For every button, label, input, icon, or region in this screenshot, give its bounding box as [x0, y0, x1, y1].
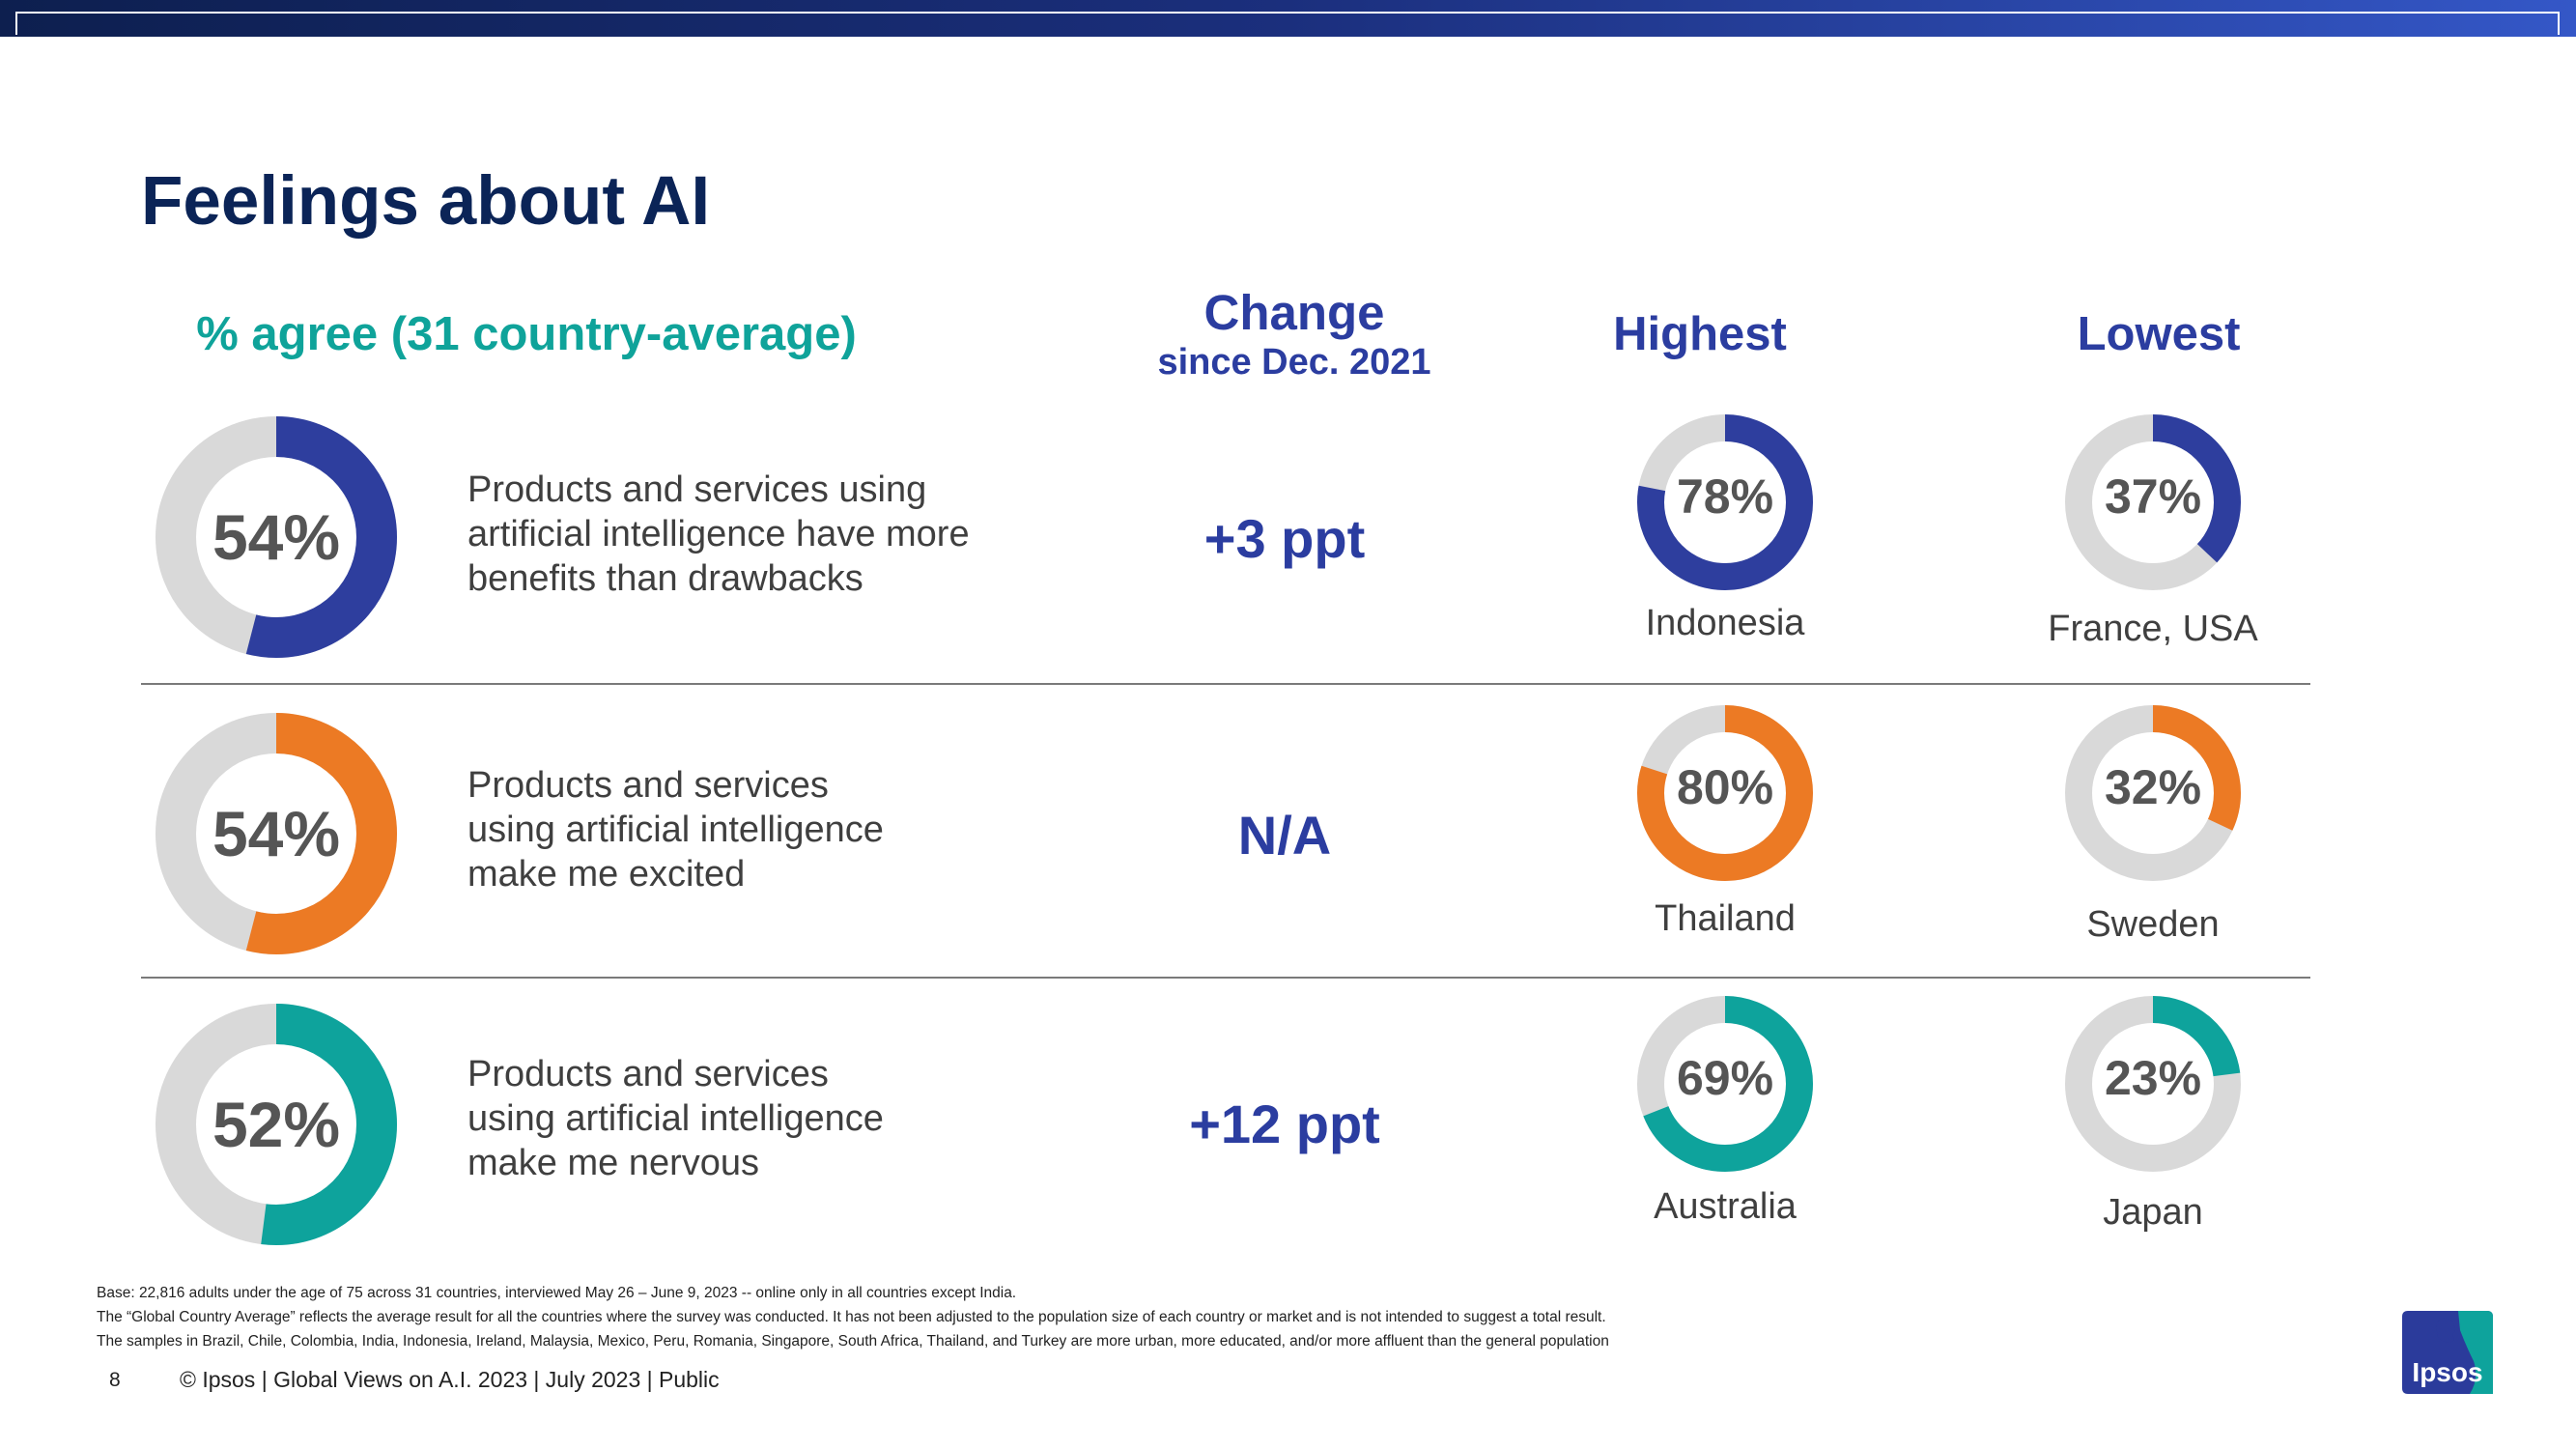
statement-line: Products and services: [467, 1054, 829, 1094]
donut-value-arc: [2065, 996, 2241, 1172]
logo-text: Ipsos: [2412, 1357, 2483, 1387]
change-value: +12 ppt: [1189, 1094, 1380, 1154]
statement-line: Products and services using: [467, 469, 927, 510]
row-divider: [141, 977, 2310, 979]
statement-line: benefits than drawbacks: [467, 558, 863, 599]
statement-line: Products and services: [467, 765, 829, 806]
average-donut: [156, 416, 397, 658]
header-highest: Highest: [1613, 308, 1787, 360]
change-value: +3 ppt: [1203, 508, 1366, 569]
average-value-label: 52%: [212, 1089, 341, 1160]
highest-donut: [1637, 705, 1813, 881]
donut-value-arc: [2065, 414, 2241, 590]
donut-value-arc: [1637, 996, 1813, 1172]
footnote-samples: The samples in Brazil, Chile, Colombia, …: [97, 1333, 1609, 1350]
statement-line: make me nervous: [467, 1143, 760, 1183]
donut-value-arc: [156, 713, 397, 954]
highest-donut: [1637, 414, 1813, 590]
average-donut: [156, 1004, 397, 1245]
highest-country: Thailand: [1655, 898, 1796, 939]
page-title: Feelings about AI: [141, 163, 711, 240]
statement-line: make me excited: [467, 854, 746, 895]
page-number: 8: [109, 1369, 121, 1391]
lowest-country: Sweden: [2086, 904, 2220, 945]
statement-line: using artificial intelligence: [467, 1098, 884, 1139]
top-banner: [0, 0, 2576, 37]
statement-text: Products and services using artificial i…: [467, 763, 1066, 896]
lowest-donut: [2065, 996, 2241, 1172]
header-agree: % agree (31 country-average): [196, 308, 857, 360]
logo-shape: [2402, 1311, 2493, 1394]
copyright-text: © Ipsos | Global Views on A.I. 2023 | Ju…: [180, 1367, 720, 1392]
statement-text: Products and services using artificial i…: [467, 1052, 1066, 1185]
header-change: Change: [1203, 285, 1385, 340]
footnote-base: Base: 22,816 adults under the age of 75 …: [97, 1285, 1017, 1301]
ipsos-logo: Ipsos: [2402, 1311, 2493, 1394]
header-lowest: Lowest: [2077, 308, 2241, 360]
lowest-value-label: 32%: [2104, 760, 2202, 814]
donut-value-arc: [2065, 705, 2241, 881]
average-value-label: 54%: [212, 798, 341, 869]
donut-value-arc: [1637, 414, 1813, 590]
statement-line: using artificial intelligence: [467, 810, 884, 850]
average-value-label: 54%: [212, 501, 341, 573]
highest-country: Australia: [1654, 1186, 1797, 1227]
header-change-sub: since Dec. 2021: [1157, 342, 1431, 383]
highest-value-label: 80%: [1676, 760, 1774, 814]
change-value: N/A: [1237, 805, 1332, 866]
lowest-donut: [2065, 705, 2241, 881]
highest-country: Indonesia: [1645, 603, 1805, 643]
donut-value-arc: [156, 1004, 397, 1245]
statement-text: Products and services using artificial i…: [467, 468, 1066, 601]
lowest-country: France, USA: [2048, 609, 2258, 649]
donut-value-arc: [1637, 705, 1813, 881]
highest-value-label: 69%: [1676, 1051, 1774, 1105]
highest-value-label: 78%: [1676, 469, 1774, 524]
row-divider: [141, 683, 2310, 685]
highest-donut: [1637, 996, 1813, 1172]
lowest-value-label: 23%: [2104, 1051, 2202, 1105]
lowest-donut: [2065, 414, 2241, 590]
average-donut: [156, 713, 397, 954]
lowest-value-label: 37%: [2104, 469, 2202, 524]
donut-value-arc: [156, 416, 397, 658]
statement-line: artificial intelligence have more: [467, 514, 970, 554]
lowest-country: Japan: [2103, 1192, 2203, 1233]
footnote-average: The “Global Country Average” reflects th…: [97, 1309, 1606, 1325]
